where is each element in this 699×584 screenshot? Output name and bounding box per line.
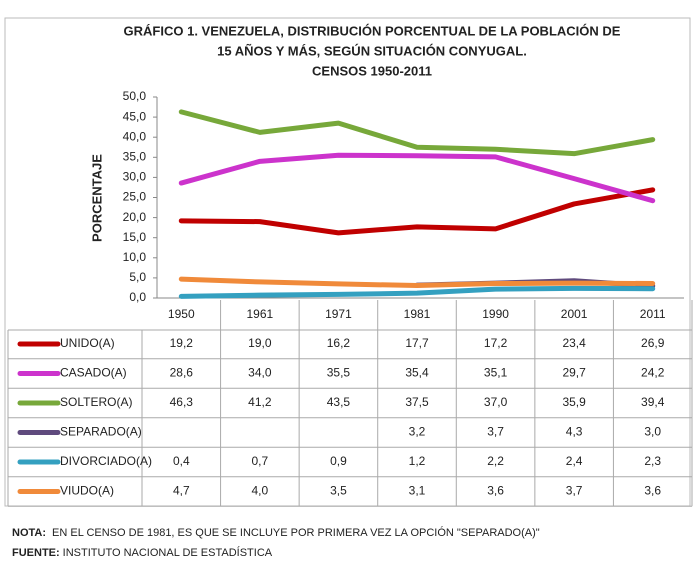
x-tick-label: 1971 — [325, 307, 352, 321]
y-tick-label: 30,0 — [123, 170, 147, 184]
table-value: 4,0 — [252, 484, 269, 498]
y-tick-label: 0,0 — [129, 290, 146, 304]
table-value: 0,4 — [173, 454, 190, 468]
y-tick-label: 5,0 — [129, 270, 146, 284]
series-line — [178, 276, 656, 289]
table-value: 29,7 — [562, 366, 586, 380]
y-axis-label: PORCENTAJE — [89, 154, 104, 242]
table-value: 37,0 — [484, 395, 508, 409]
y-tick-label: 20,0 — [123, 210, 147, 224]
table-value: 2,4 — [566, 454, 583, 468]
table-value: 3,5 — [330, 484, 347, 498]
table-value: 3,2 — [409, 425, 426, 439]
table-value: 19,0 — [248, 336, 272, 350]
table-value: 4,7 — [173, 484, 190, 498]
table-value: 35,1 — [484, 366, 508, 380]
table-value: 35,4 — [405, 366, 429, 380]
source: FUENTE: INSTITUTO NACIONAL DE ESTADÍSTICA — [12, 546, 273, 559]
y-tick-label: 50,0 — [123, 89, 147, 103]
legend-label: UNIDO(A) — [60, 336, 115, 350]
table-value: 26,9 — [641, 336, 665, 350]
table-value: 3,7 — [487, 425, 504, 439]
table-value: 39,4 — [641, 395, 665, 409]
source-label: FUENTE: — [12, 547, 60, 559]
table-value: 17,7 — [405, 336, 429, 350]
series-line — [178, 285, 656, 299]
source-text: INSTITUTO NACIONAL DE ESTADÍSTICA — [63, 546, 273, 559]
chart-title: CENSOS 1950-2011 — [312, 63, 432, 78]
y-tick-label: 35,0 — [123, 149, 147, 163]
legend-label: VIUDO(A) — [60, 484, 114, 498]
note: NOTA: EN EL CENSO DE 1981, ES QUE SE INCL… — [12, 526, 540, 539]
table-value: 23,4 — [562, 336, 586, 350]
table-value: 0,7 — [252, 454, 269, 468]
series-line — [178, 187, 656, 236]
table-value: 19,2 — [170, 336, 194, 350]
chart-title: GRÁFICO 1. VENEZUELA, DISTRIBUCIÓN PORCE… — [124, 23, 621, 38]
series-line — [178, 152, 656, 204]
series-line — [178, 109, 656, 157]
y-tick-label: 25,0 — [123, 190, 147, 204]
table-value: 2,2 — [487, 454, 504, 468]
legend-label: CASADO(A) — [60, 366, 127, 380]
y-tick-label: 40,0 — [123, 129, 147, 143]
table-value: 4,3 — [566, 425, 583, 439]
x-tick-label: 2001 — [561, 307, 588, 321]
x-tick-label: 1950 — [168, 307, 195, 321]
table-value: 2,3 — [644, 454, 661, 468]
y-tick-label: 45,0 — [123, 109, 147, 123]
note-text: EN EL CENSO DE 1981, ES QUE SE INCLUYE P… — [52, 526, 540, 539]
x-tick-label: 1961 — [247, 307, 274, 321]
table-value: 3,0 — [644, 425, 661, 439]
x-tick-label: 2011 — [640, 307, 666, 321]
chart-title: 15 AÑOS Y MÁS, SEGÚN SITUACIÓN CONYUGAL. — [217, 43, 527, 58]
table-value: 43,5 — [327, 395, 351, 409]
table-value: 3,6 — [644, 484, 661, 498]
table-value: 0,9 — [330, 454, 347, 468]
legend-label: SOLTERO(A) — [60, 395, 132, 409]
table-value: 37,5 — [405, 395, 429, 409]
note-label: NOTA: — [12, 527, 46, 539]
table-value: 17,2 — [484, 336, 508, 350]
table-value: 16,2 — [327, 336, 351, 350]
table-value: 35,9 — [562, 395, 586, 409]
table-value: 1,2 — [409, 454, 426, 468]
table-value: 3,6 — [487, 484, 504, 498]
legend-label: DIVORCIADO(A) — [60, 454, 152, 468]
table-value: 28,6 — [170, 366, 194, 380]
table-value: 3,1 — [409, 484, 426, 498]
table-value: 41,2 — [248, 395, 272, 409]
y-tick-label: 10,0 — [123, 250, 147, 264]
x-tick-label: 1981 — [404, 307, 431, 321]
x-tick-label: 1990 — [482, 307, 509, 321]
table-value: 3,7 — [566, 484, 583, 498]
legend-label: SEPARADO(A) — [60, 425, 142, 439]
table-value: 24,2 — [641, 366, 665, 380]
table-value: 46,3 — [170, 395, 194, 409]
chart-frame — [4, 17, 691, 507]
table-value: 35,5 — [327, 366, 351, 380]
table-value: 34,0 — [248, 366, 272, 380]
y-tick-label: 15,0 — [123, 230, 147, 244]
